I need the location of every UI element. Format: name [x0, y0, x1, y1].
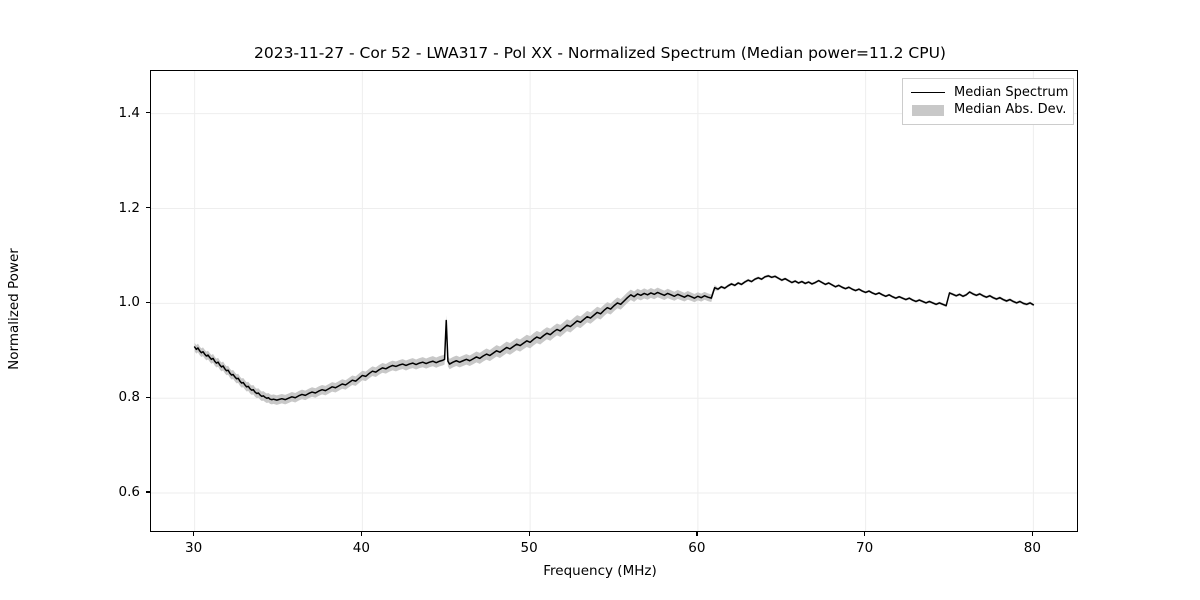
- x-tick-label: 50: [520, 540, 538, 556]
- y-tick-label: 0.8: [118, 389, 140, 406]
- x-tick-mark: [360, 532, 363, 536]
- x-tick-label: 40: [352, 540, 370, 556]
- x-axis-label: Frequency (MHz): [543, 563, 657, 579]
- x-tick-mark: [193, 532, 195, 536]
- median-spectrum-line: [193, 275, 1035, 401]
- x-tick-mark: [696, 532, 698, 536]
- x-tick-mark: [864, 532, 866, 536]
- x-tick-label: 70: [856, 540, 874, 556]
- legend-label-median-spectrum: Median Spectrum: [954, 85, 1069, 100]
- plot-area: [150, 70, 1078, 532]
- legend-item-median-spectrum: Median Spectrum: [911, 84, 1069, 101]
- legend-patch-icon: [911, 103, 945, 117]
- median-abs-dev-band: [194, 274, 1034, 405]
- plot-svg: [151, 71, 1077, 531]
- y-axis-label: Normalized Power: [6, 248, 22, 370]
- y-tick-label: 1.0: [118, 294, 140, 311]
- chart-title: 2023-11-27 - Cor 52 - LWA317 - Pol XX - …: [254, 44, 946, 62]
- legend-item-median-abs-dev: Median Abs. Dev.: [911, 101, 1067, 118]
- y-tick-label: 1.4: [118, 104, 140, 121]
- x-tick-label: 30: [185, 540, 203, 556]
- x-tick-mark: [528, 532, 530, 536]
- y-tick-label: 0.6: [118, 484, 140, 501]
- x-tick-mark: [1031, 532, 1034, 536]
- y-tick-label: 1.2: [118, 199, 140, 216]
- legend-box: Median Spectrum Median Abs. Dev.: [902, 78, 1074, 125]
- x-tick-label: 60: [688, 540, 706, 556]
- legend-label-median-abs-dev: Median Abs. Dev.: [954, 102, 1067, 117]
- legend-line-icon: [911, 86, 945, 100]
- x-tick-label: 80: [1023, 540, 1041, 556]
